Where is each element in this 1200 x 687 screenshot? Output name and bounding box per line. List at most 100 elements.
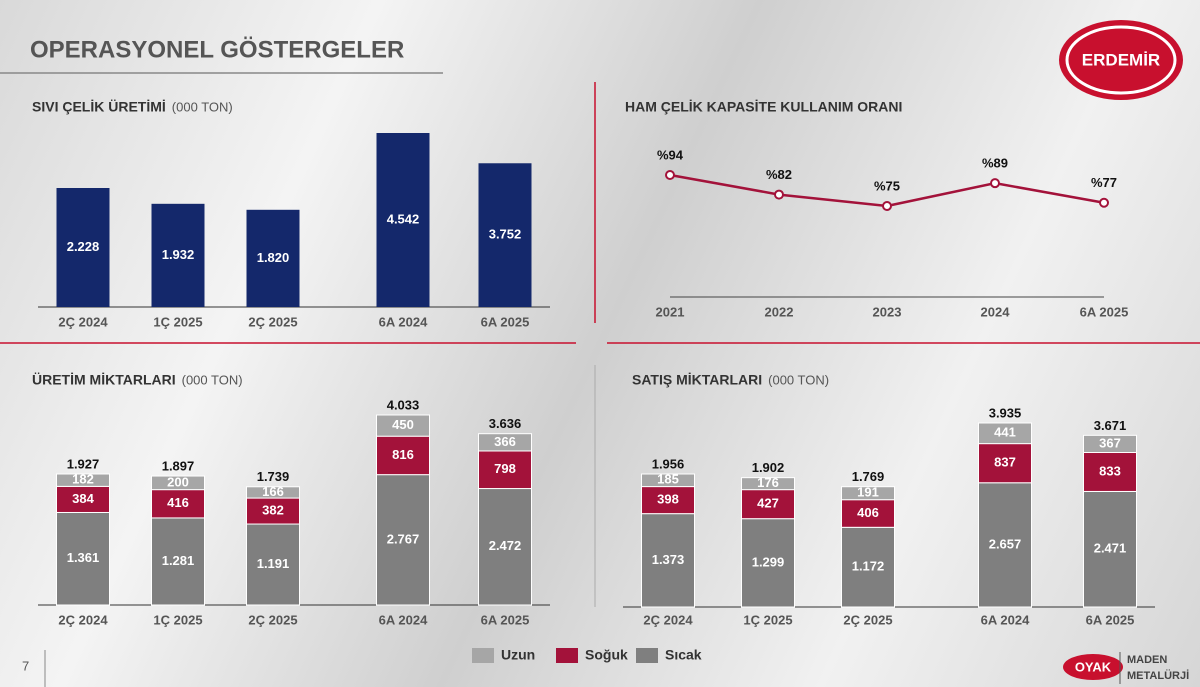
value-label: 182 — [72, 472, 94, 487]
bar-segment — [978, 482, 1032, 608]
value-label: 441 — [994, 425, 1016, 440]
value-label: 416 — [167, 495, 189, 510]
total-label: 1.902 — [752, 460, 785, 475]
x-tick-label: 2Ç 2025 — [248, 612, 297, 627]
value-label: 427 — [757, 496, 779, 511]
total-label: 3.935 — [989, 405, 1022, 420]
value-label: 1.191 — [257, 556, 290, 571]
total-label: 4.033 — [387, 397, 420, 412]
bar-segment — [741, 518, 795, 608]
chart-title: SIVI ÇELİK ÜRETİMİ — [32, 99, 166, 115]
value-label: %94 — [657, 147, 684, 162]
oyak-logo: OYAK MADEN METALÜRJİ — [1063, 652, 1189, 684]
bar — [478, 163, 532, 307]
value-label: 1.820 — [257, 250, 290, 265]
total-label: 1.739 — [257, 469, 290, 484]
x-tick-label: 2024 — [981, 304, 1011, 319]
legend-swatch — [556, 648, 578, 663]
value-label: 200 — [167, 474, 189, 489]
logo-text: ERDEMİR — [1082, 50, 1160, 69]
x-tick-label: 2Ç 2025 — [248, 314, 297, 329]
point — [665, 170, 675, 180]
chart-subtitle: (000 TON) — [172, 99, 233, 114]
legend-swatch — [472, 648, 494, 663]
point — [1099, 197, 1109, 208]
x-tick-label: 2022 — [765, 304, 794, 319]
chart-title: SATIŞ MİKTARLARI — [632, 372, 762, 388]
value-label: 2.471 — [1094, 541, 1127, 556]
value-label: 366 — [494, 434, 516, 449]
legend-label: Sıcak — [665, 647, 702, 663]
value-label: %89 — [982, 156, 1008, 171]
x-tick-label: 6A 2025 — [481, 612, 530, 627]
x-tick-label: 2Ç 2024 — [58, 612, 108, 627]
value-label: 4.542 — [387, 211, 420, 226]
value-label: 2.472 — [489, 538, 522, 553]
bar-segment — [978, 443, 1032, 484]
legend-swatch — [636, 648, 658, 663]
page-number: 7 — [22, 658, 29, 673]
bar-segment — [478, 488, 532, 606]
x-tick-label: 1Ç 2025 — [153, 612, 202, 627]
bar-segment — [641, 473, 695, 488]
bar-segment — [376, 414, 430, 437]
value-label: 166 — [262, 484, 284, 499]
bar — [56, 188, 110, 307]
value-label: 191 — [857, 485, 879, 500]
chart-title: ÜRETİM MİKTARLARI — [32, 372, 176, 388]
bar-segment — [478, 433, 532, 452]
value-label: 1.373 — [652, 552, 685, 567]
x-tick-label: 2Ç 2025 — [843, 612, 892, 627]
total-label: 1.927 — [67, 456, 100, 471]
value-label: 382 — [262, 502, 284, 517]
value-label: %77 — [1091, 175, 1117, 190]
value-label: 398 — [657, 492, 679, 507]
point — [990, 178, 1000, 189]
value-label: 176 — [757, 475, 779, 490]
bar-segment — [978, 422, 1032, 445]
value-label: %75 — [874, 178, 900, 193]
x-tick-label: 6A 2024 — [379, 314, 428, 329]
tagline: METALÜRJİ — [1127, 669, 1189, 682]
bar-segment — [56, 473, 110, 487]
value-label: 1.361 — [67, 550, 100, 565]
x-tick-label: 6A 2024 — [379, 612, 428, 627]
value-label: 816 — [392, 447, 414, 462]
bar-segment — [246, 486, 300, 499]
value-label: 2.767 — [387, 531, 420, 546]
total-label: 1.769 — [852, 469, 885, 484]
x-tick-label: 2Ç 2024 — [643, 612, 693, 627]
bar-segment — [841, 499, 895, 528]
bar-segment — [246, 497, 300, 525]
bar-segment — [151, 475, 205, 491]
erdemir-logo: ERDEMİR — [1059, 20, 1183, 100]
brand: OYAK — [1075, 659, 1112, 674]
x-tick-label: 1Ç 2025 — [743, 612, 792, 627]
value-label: 406 — [857, 505, 879, 520]
value-label: 367 — [1099, 435, 1121, 450]
value-label: 833 — [1099, 463, 1121, 478]
total-label: 3.636 — [489, 416, 522, 431]
bar-segment — [741, 477, 795, 491]
bar — [376, 133, 430, 307]
x-tick-label: 2021 — [656, 304, 685, 319]
x-tick-label: 6A 2025 — [1086, 612, 1135, 627]
point — [882, 201, 892, 211]
value-label: 450 — [392, 417, 414, 432]
value-label: 1.299 — [752, 554, 785, 569]
legend-label: Soğuk — [585, 647, 628, 663]
bar-segment — [1083, 434, 1137, 454]
bar — [151, 203, 205, 307]
bar — [246, 209, 300, 307]
value-label: 798 — [494, 461, 516, 476]
total-label: 1.897 — [162, 458, 195, 473]
bar-segment — [841, 486, 895, 501]
x-tick-label: 2Ç 2024 — [58, 314, 108, 329]
x-tick-label: 6A 2025 — [481, 314, 530, 329]
chart-title: HAM ÇELİK KAPASİTE KULLANIM ORANI — [625, 99, 902, 115]
point — [774, 189, 784, 200]
x-tick-label: 6A 2024 — [981, 612, 1030, 627]
value-label: 837 — [994, 455, 1016, 470]
value-label: 1.932 — [162, 247, 195, 262]
